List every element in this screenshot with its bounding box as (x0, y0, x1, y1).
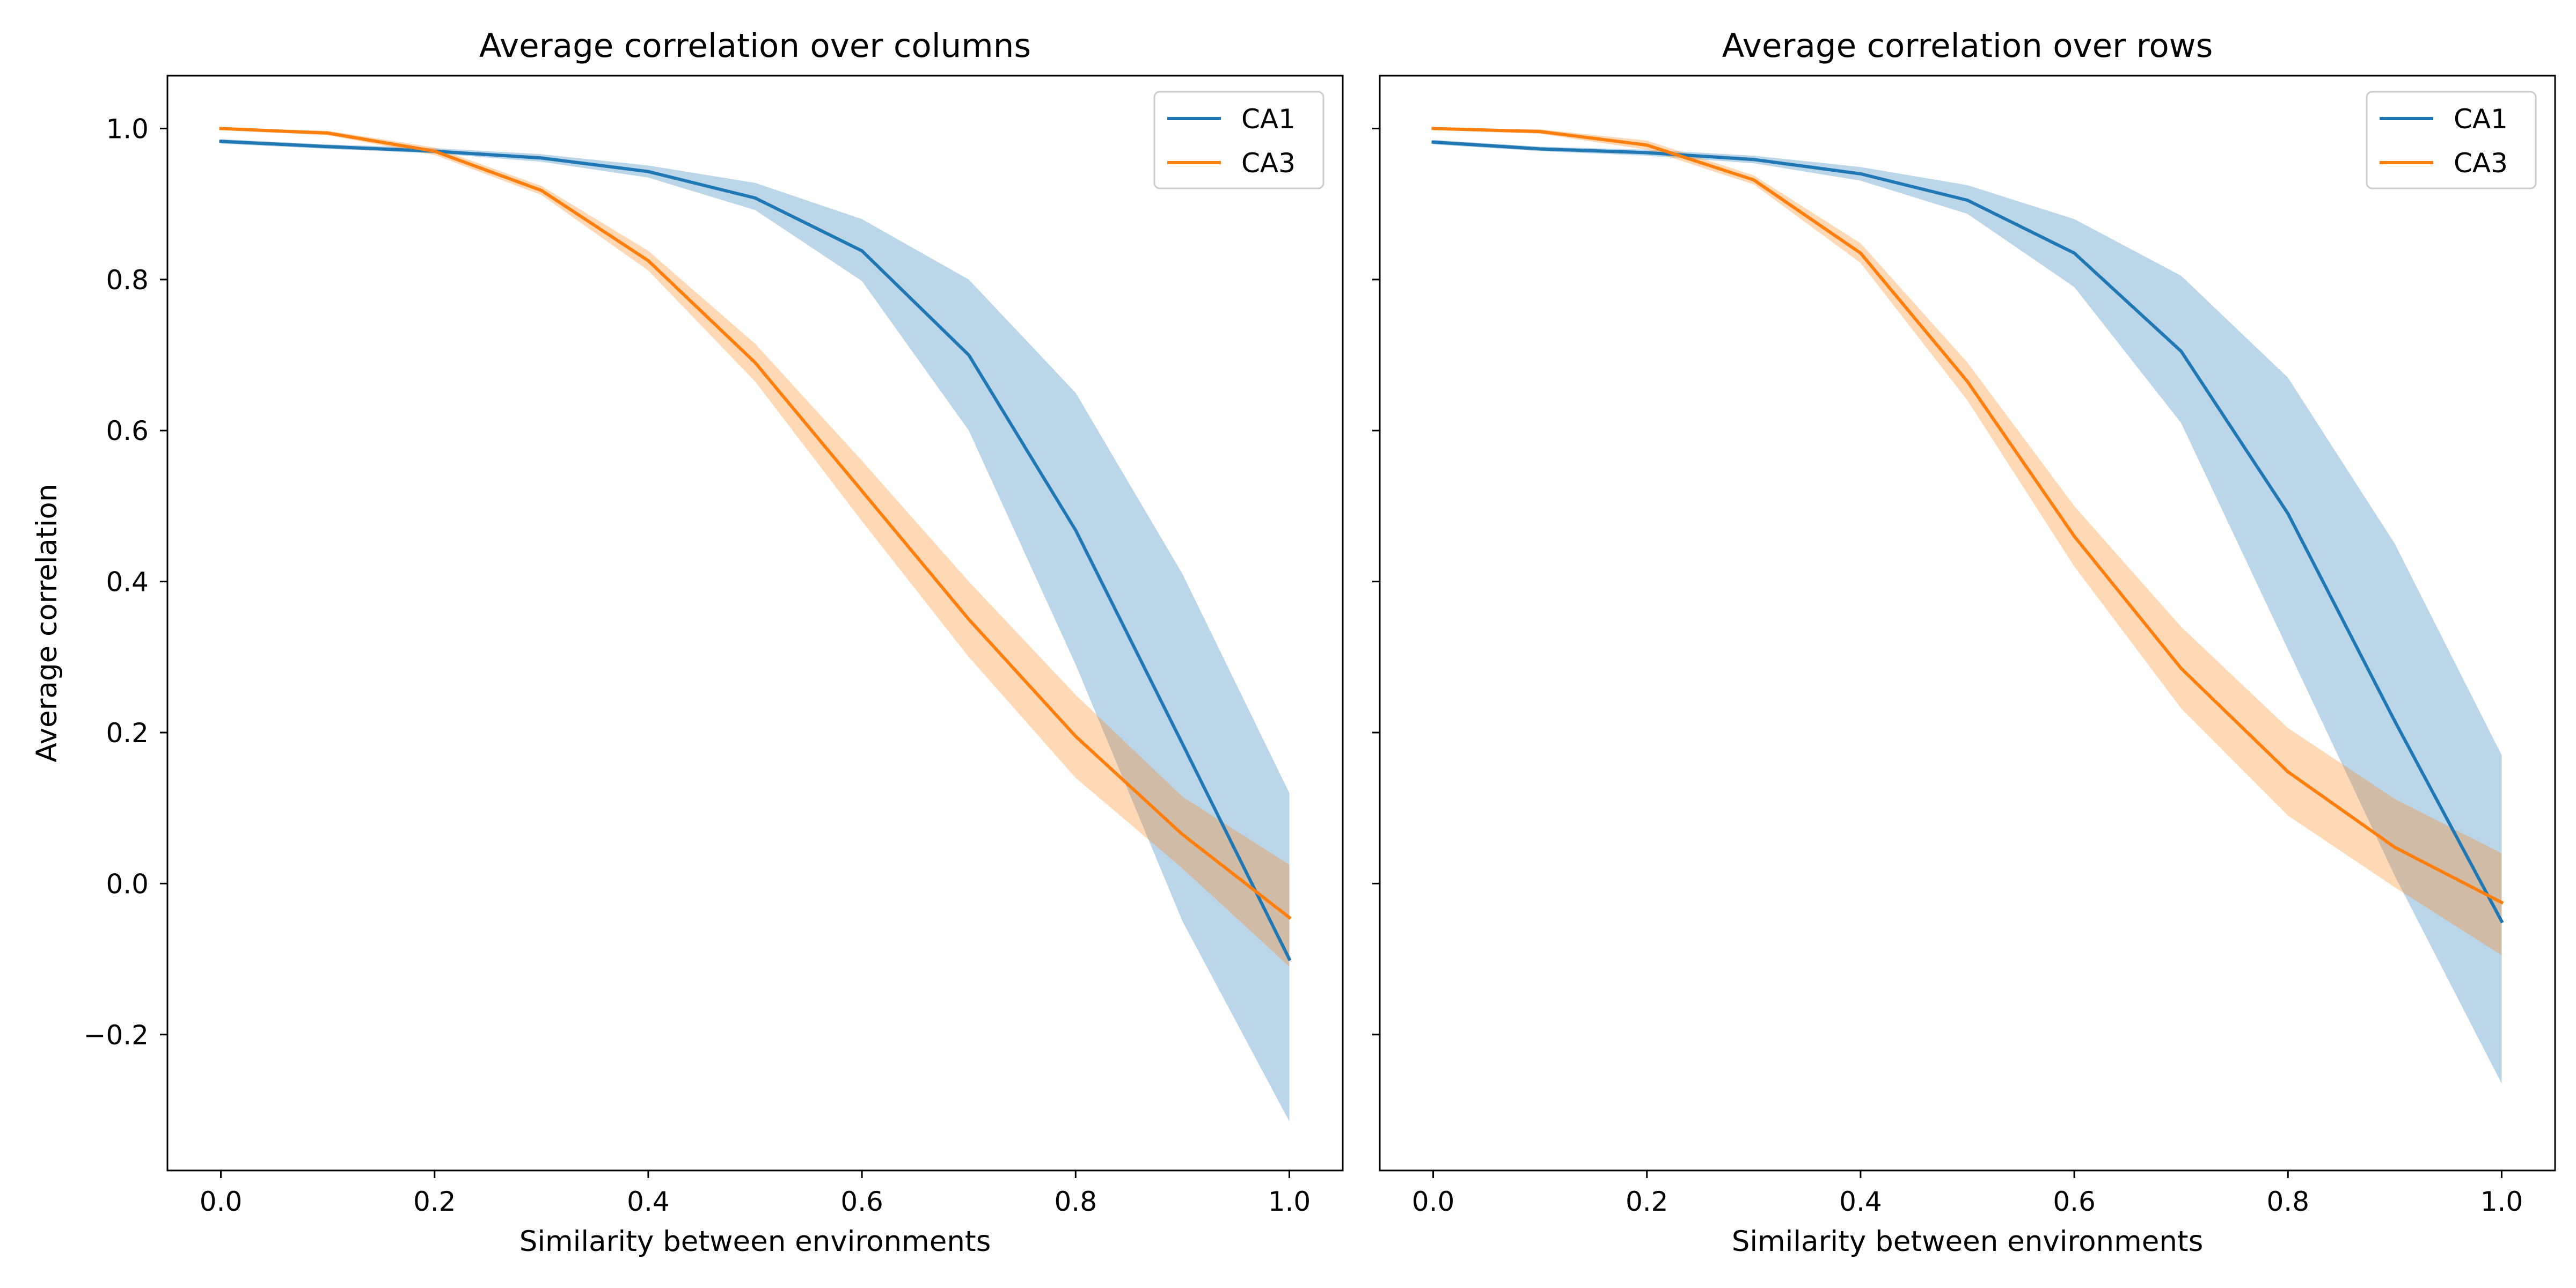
x-tick-label: 0.2 (413, 1186, 456, 1217)
chart-title: Average correlation over rows (1722, 27, 2213, 65)
band-ca3 (1433, 128, 2502, 955)
x-tick-label: 0.4 (627, 1186, 670, 1217)
x-tick-label: 0.8 (2267, 1186, 2310, 1217)
y-tick-label: 1.0 (106, 113, 149, 144)
y-tick-label: 0.6 (106, 415, 149, 447)
line-ca3 (219, 127, 1292, 920)
x-tick-label: 0.6 (2053, 1186, 2096, 1217)
chart-panel-1: 0.0 0.2 0.4 0.6 0.8 1.0 −0.2 0.0 0.2 0.4 0.6 0.8 1.0… (31, 27, 1344, 1258)
x-axis-label: Similarity between environments (519, 1225, 991, 1258)
legend-box (1153, 91, 1324, 189)
x-tick-label: 0.6 (840, 1186, 883, 1217)
x-tick-label: 1.0 (1268, 1186, 1311, 1217)
legend-label-ca3: CA3 (2454, 148, 2508, 179)
x-axis-label: Similarity between environments (1732, 1225, 2204, 1258)
legend-label-ca3: CA3 (1241, 148, 1296, 179)
axes-frame (1379, 75, 2556, 1172)
x-tick-label: 0.4 (1839, 1186, 1882, 1217)
x-tick-label: 0.8 (1055, 1186, 1097, 1217)
y-tick-label: 0.0 (106, 868, 149, 899)
x-tick-label: 0.0 (1412, 1186, 1455, 1217)
chart-panel-2: 0.0 0.2 0.4 0.6 0.8 1.0 Average correlation ov… (1372, 27, 2556, 1258)
legend-label-ca1: CA1 (1241, 104, 1296, 135)
y-tick-label: −0.2 (84, 1020, 149, 1051)
band-ca1 (221, 139, 1290, 1122)
y-tick-label: 0.2 (106, 718, 149, 749)
y-axis-label: Average correlation (31, 484, 63, 763)
x-tick-label: 0.0 (200, 1186, 243, 1217)
y-tick-label: 0.8 (106, 265, 149, 296)
band-ca1 (1433, 140, 2502, 1084)
y-tick-label: 0.4 (106, 567, 149, 598)
legend-label-ca1: CA1 (2454, 104, 2508, 135)
x-tick-label: 1.0 (2480, 1186, 2523, 1217)
line-ca1 (1431, 140, 2504, 924)
chart-title: Average correlation over columns (479, 27, 1031, 65)
legend-box (2366, 91, 2537, 189)
axes-frame (166, 75, 1344, 1172)
x-tick-label: 0.2 (1626, 1186, 1668, 1217)
line-ca1 (219, 140, 1292, 962)
line-ca3 (1431, 127, 2504, 905)
